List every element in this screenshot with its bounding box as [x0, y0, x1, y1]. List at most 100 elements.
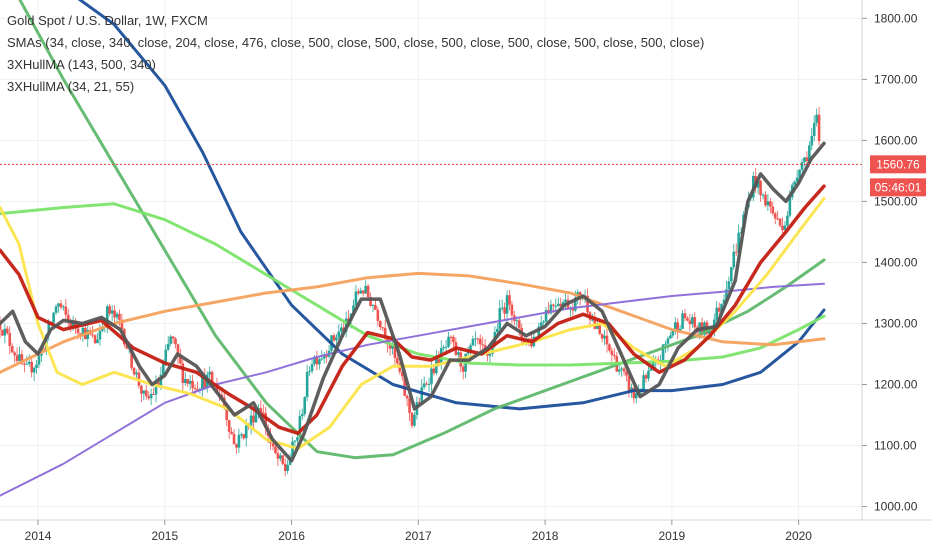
candle	[786, 211, 789, 229]
candle	[27, 354, 31, 367]
candle	[766, 193, 770, 211]
candle	[586, 288, 589, 316]
candle	[259, 400, 263, 414]
candle	[59, 299, 63, 310]
candle	[208, 366, 211, 380]
candle	[500, 299, 504, 312]
candle	[442, 344, 445, 352]
countdown-badge-bg	[870, 178, 926, 197]
indicator-line-4	[0, 271, 826, 374]
indicator-line-1	[77, 0, 826, 411]
candle	[57, 302, 60, 313]
candle	[142, 390, 146, 401]
candle	[476, 337, 480, 345]
candle	[761, 192, 765, 200]
candle	[166, 336, 170, 352]
candle	[452, 334, 455, 349]
candle	[620, 366, 623, 377]
legend-smas[interactable]: SMAs (34, close, 340, close, 204, close,…	[7, 35, 705, 50]
candle	[732, 244, 736, 271]
candle	[240, 432, 243, 439]
candle	[286, 459, 289, 475]
candle	[305, 364, 309, 402]
candle	[310, 359, 314, 374]
legend-hull-ma-1[interactable]: 3XHullMA (143, 500, 340)	[7, 57, 156, 72]
time-axis[interactable]: 2014 2015 2016 2017 2018 2019 2020	[0, 519, 932, 543]
x-tick-label: 2020	[785, 529, 812, 543]
x-tick-label: 2018	[532, 529, 559, 543]
legend-symbol-title[interactable]: Gold Spot / U.S. Dollar, 1W, FXCM	[7, 13, 208, 28]
candle	[812, 115, 816, 142]
y-tick-label: 1800.00	[874, 11, 918, 25]
candle	[6, 325, 9, 335]
candle	[359, 287, 363, 294]
candle	[461, 364, 465, 380]
candle	[771, 201, 775, 216]
x-tick-label: 2019	[659, 529, 686, 543]
candle	[447, 332, 450, 349]
candle	[817, 106, 821, 146]
candle	[86, 323, 90, 348]
candle	[383, 320, 387, 344]
y-tick-label: 1400.00	[874, 255, 918, 269]
candle	[691, 314, 694, 328]
candle	[435, 349, 438, 376]
candle	[149, 388, 153, 406]
candle	[422, 376, 426, 390]
candle	[600, 333, 604, 343]
candle	[235, 443, 238, 455]
candle	[769, 198, 772, 214]
candle	[686, 316, 689, 322]
candle	[364, 280, 367, 295]
candle	[688, 313, 692, 332]
candle	[505, 290, 509, 322]
candle	[327, 344, 331, 359]
indicator-line-5	[0, 282, 825, 497]
candle	[281, 454, 285, 466]
candle	[191, 374, 194, 393]
candle	[81, 323, 85, 342]
candle	[776, 210, 779, 221]
legend-hull-ma-2[interactable]: 3XHullMA (34, 21, 55)	[7, 79, 135, 94]
candle	[542, 319, 545, 326]
chart-legend: Gold Spot / U.S. Dollar, 1W, FXCM SMAs (…	[7, 10, 704, 98]
candle	[15, 347, 19, 363]
candle	[503, 302, 506, 320]
candle	[693, 312, 697, 331]
candle	[393, 343, 397, 367]
candle	[544, 306, 548, 326]
y-tick-label: 1300.00	[874, 316, 918, 330]
y-tick-label: 1100.00	[874, 439, 917, 453]
candle	[449, 335, 453, 345]
candle	[35, 360, 38, 374]
candle	[279, 452, 282, 462]
candle	[30, 355, 33, 378]
candle	[773, 211, 777, 225]
candle	[230, 427, 233, 435]
candle	[132, 366, 136, 377]
candle	[325, 349, 328, 364]
candle	[734, 243, 738, 256]
candle	[730, 266, 733, 285]
candle	[603, 329, 606, 346]
candle	[300, 408, 304, 420]
candle	[135, 369, 138, 379]
y-tick-label: 1700.00	[874, 72, 918, 86]
candle	[169, 334, 172, 347]
candle	[274, 444, 277, 455]
candle	[478, 334, 482, 351]
candle	[188, 375, 192, 391]
candle	[413, 412, 416, 428]
candle	[498, 300, 502, 334]
candle	[496, 323, 499, 335]
candle	[303, 396, 307, 417]
last-price-badge: 1560.76 05:46:01	[870, 155, 926, 197]
candle	[8, 326, 12, 355]
candle	[10, 343, 14, 353]
candle	[144, 384, 148, 400]
candle	[800, 158, 804, 173]
price-axis[interactable]: 1000.00 1100.00 1200.00 1300.00 1400.00 1500.…	[861, 0, 932, 520]
candle	[508, 290, 511, 311]
candle	[683, 308, 687, 322]
